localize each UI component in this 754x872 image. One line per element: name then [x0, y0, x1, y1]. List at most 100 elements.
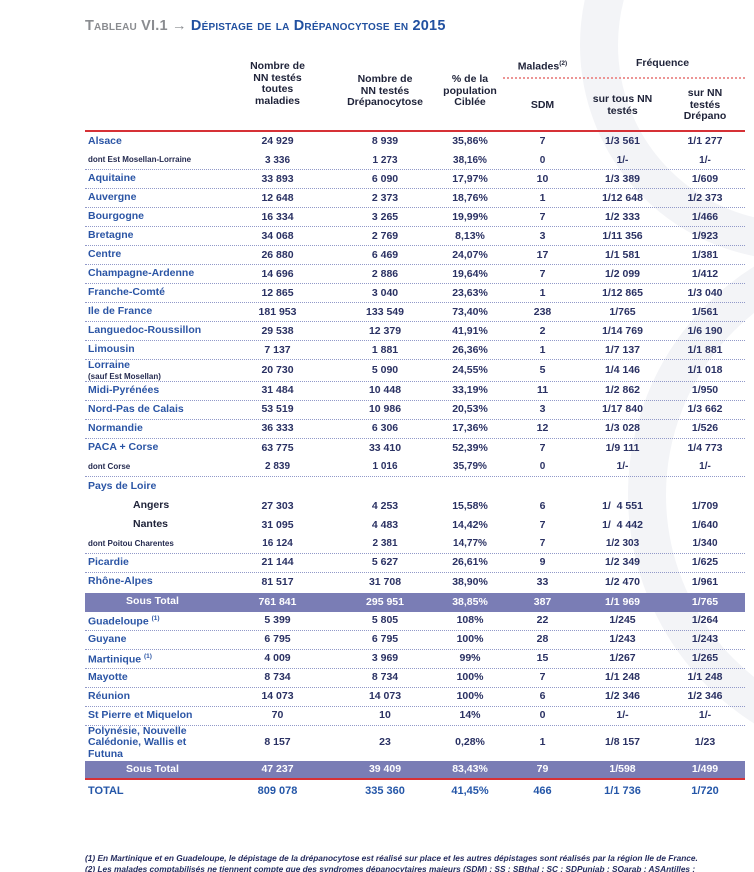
- cell-value: 1/499: [691, 763, 719, 775]
- cell-value: 17,97%: [452, 172, 488, 185]
- cell-value: 26,36%: [452, 343, 488, 356]
- cell-value: 12: [536, 422, 549, 434]
- row-label: Nantes: [133, 518, 169, 531]
- table-row: Pays de Loire: [85, 477, 745, 497]
- cell-value: 0,28%: [455, 736, 485, 749]
- cell-value: 1/950: [691, 384, 719, 396]
- cell-value: 1/526: [691, 422, 719, 434]
- cell-value: 3 336: [264, 154, 291, 166]
- table-row: Lorraine (sauf Est Mosellan) 20 730 5 090 24…: [85, 359, 745, 382]
- row-label: Languedoc-Roussillon: [88, 324, 202, 337]
- arrow-icon: →: [171, 18, 187, 34]
- cell-value: 12 379: [368, 324, 402, 337]
- table-row: dont Corse 2 839 1 016 35,79% 0 1/- 1/-: [85, 458, 745, 477]
- footnotes: (1) En Martinique et en Guadeloupe, le d…: [85, 853, 753, 872]
- cell-value: 10 986: [368, 403, 402, 415]
- cell-value: 1/12 865: [602, 286, 643, 299]
- footnote-2: (2) Les malades comptabilisés ne tiennen…: [85, 864, 696, 872]
- row-label: TOTAL: [88, 784, 124, 797]
- cell-value: 1/1 277: [687, 135, 723, 147]
- row-label: Alsace: [88, 134, 122, 147]
- cell-value: 1/3 561: [604, 135, 641, 147]
- row-label: Auvergne: [88, 191, 137, 204]
- cell-value: 761 841: [258, 595, 297, 608]
- cell-value: 5 627: [371, 556, 399, 568]
- subtotal-row: Sous Total 47 237 39 409 83,43% 79 1/598 1/499: [85, 761, 745, 780]
- cell-value: 29 538: [261, 324, 294, 337]
- table-row: Normandie 36 333 6 306 17,36% 12 1/3 028 1/526: [85, 420, 745, 439]
- cell-value: 1: [539, 736, 546, 749]
- table-row: dont Est Mosellan-Lorraine 3 336 1 273 38,1…: [85, 151, 745, 170]
- cell-value: 35,86%: [452, 135, 488, 147]
- total-row: TOTAL 809 078 335 360 41,45% 466 1/1 736 1/720: [85, 780, 745, 803]
- row-label: Bourgogne: [88, 210, 144, 223]
- table-row: Réunion 14 073 14 073 100% 6 1/2 346 1/2 346: [85, 688, 745, 707]
- cell-value: 1/17 840: [602, 403, 643, 415]
- cell-value: 100%: [456, 671, 484, 683]
- cell-value: 0: [539, 154, 546, 166]
- subtotal-row: Sous Total 761 841 295 951 38,85% 387 1/1 969…: [85, 592, 745, 612]
- cell-value: 335 360: [365, 785, 405, 797]
- cell-value: 17,36%: [452, 422, 488, 434]
- row-label: Mayotte: [88, 670, 128, 683]
- row-label: Guadeloupe (1): [88, 615, 160, 628]
- cell-value: 9: [539, 556, 546, 568]
- cell-value: 31 095: [261, 518, 294, 531]
- row-label: Aquitaine: [88, 172, 136, 185]
- table-row: Guadeloupe (1) 5 399 5 805 108% 22 1/245 1/264: [85, 612, 745, 631]
- row-label: Ile de France: [88, 305, 153, 318]
- cell-value: 1/243: [691, 633, 719, 645]
- cell-value: 1/7 137: [604, 343, 641, 356]
- cell-value: 1/11 356: [602, 229, 643, 242]
- cell-value: 15,58%: [452, 499, 488, 512]
- table-title-text: Dépistage de la Drépanocytose en 2015: [190, 18, 446, 34]
- cell-value: 1/2 470: [604, 575, 641, 588]
- cell-value: 1: [539, 343, 546, 356]
- header-malades-sup: (2): [559, 60, 568, 67]
- cell-value: 21 144: [261, 556, 294, 568]
- cell-value: 3 040: [371, 286, 399, 299]
- cell-value: 41,45%: [451, 785, 489, 797]
- cell-value: 7: [539, 518, 546, 531]
- table-row: Auvergne 12 648 2 373 18,76% 1 1/12 648 1/2 37…: [85, 189, 745, 208]
- table-row: Champagne-Ardenne 14 696 2 886 19,64% 7 1/2 0…: [85, 265, 745, 284]
- cell-value: 181 953: [258, 305, 297, 318]
- cell-value: 10 448: [368, 384, 402, 396]
- cell-value: 1/2 303: [605, 538, 640, 549]
- cell-value: 19,64%: [452, 267, 488, 280]
- cell-value: 83,43%: [452, 763, 488, 775]
- cell-value: 100%: [456, 633, 484, 645]
- cell-value: 24,07%: [452, 248, 488, 261]
- cell-value: 99%: [459, 652, 481, 664]
- cell-value: 14%: [459, 709, 481, 721]
- cell-value: 38,16%: [453, 154, 487, 166]
- cell-value: 0: [539, 461, 546, 472]
- cell-value: 1/265: [691, 652, 719, 664]
- cell-value: 1/709: [691, 499, 719, 512]
- cell-value: 1/1 736: [604, 785, 641, 797]
- cell-value: 1/598: [609, 763, 636, 775]
- cell-value: 39 409: [368, 763, 402, 775]
- cell-value: 1/-: [616, 461, 629, 472]
- row-label: Guyane: [88, 632, 127, 645]
- cell-value: 15: [536, 652, 549, 664]
- cell-value: 1/2 862: [604, 384, 641, 396]
- table-row: Bourgogne 16 334 3 265 19,99% 7 1/2 333 1/466: [85, 208, 745, 227]
- cell-value: 14,77%: [453, 538, 487, 549]
- cell-value: 53 519: [261, 403, 294, 415]
- row-label: Bretagne: [88, 229, 134, 242]
- cell-value: 41,91%: [452, 324, 488, 337]
- cell-value: 1/-: [616, 709, 629, 721]
- table-row: Martinique (1) 4 009 3 969 99% 15 1/267 1/265: [85, 650, 745, 669]
- cell-value: 28: [536, 633, 549, 645]
- cell-value: 8 734: [371, 671, 399, 683]
- cell-value: 1/3 040: [687, 286, 723, 299]
- cell-value: 31 484: [261, 384, 294, 396]
- row-label: Angers: [133, 499, 170, 512]
- cell-value: 23: [379, 736, 391, 749]
- table-row: Alsace 24 929 8 939 35,86% 7 1/3 561 1/1 277: [85, 132, 745, 151]
- cell-value: 12 865: [261, 286, 294, 299]
- cell-value: 466: [533, 785, 552, 797]
- dotted-red-rule: [503, 77, 745, 79]
- cell-value: 1/765: [691, 595, 719, 608]
